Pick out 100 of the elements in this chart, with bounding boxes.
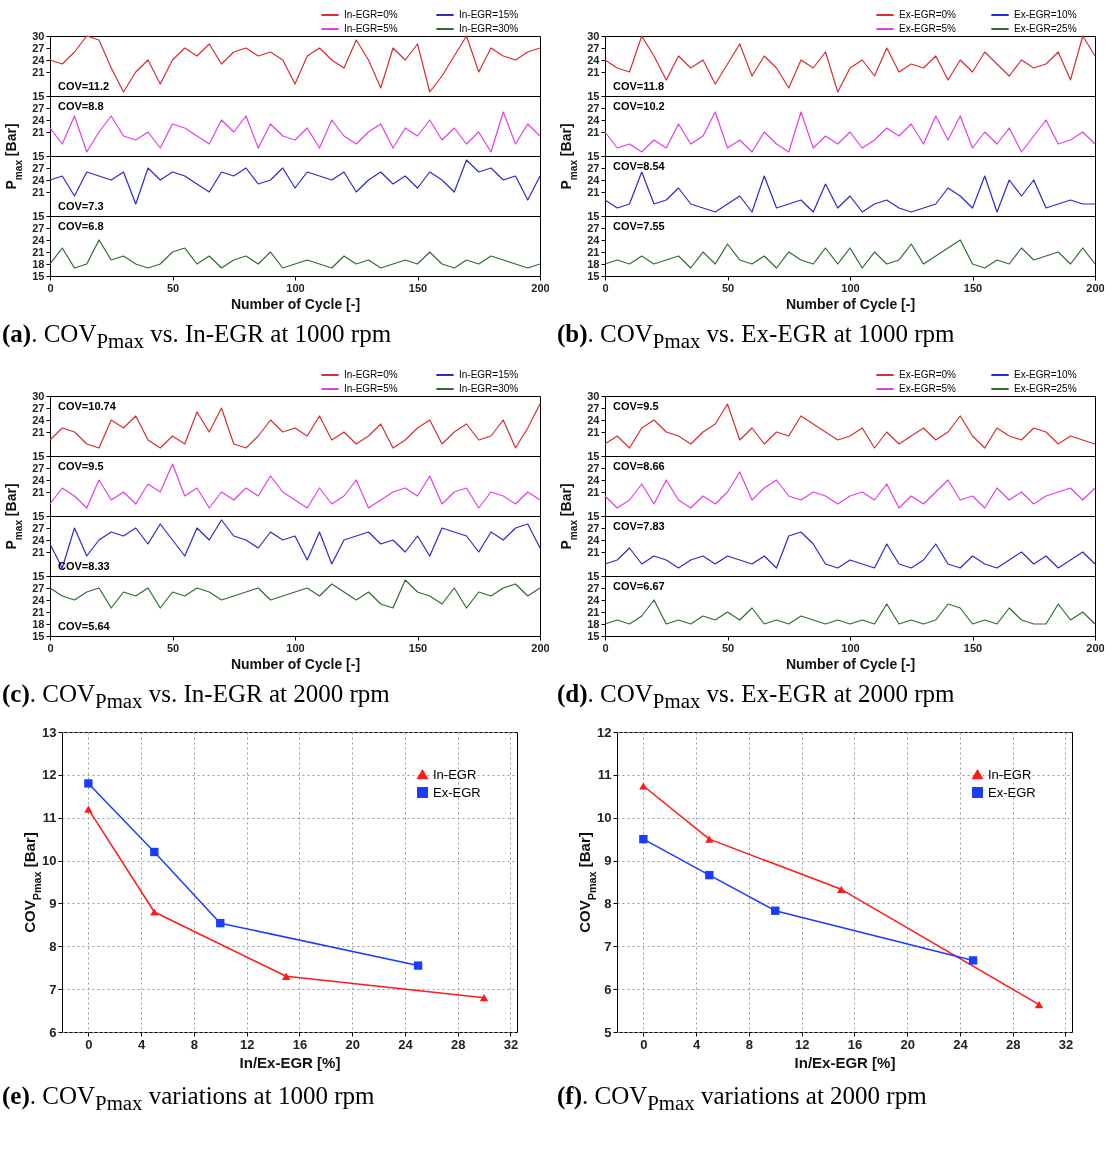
legend-label: Ex-EGR=0% bbox=[899, 9, 957, 20]
text: (a). COV$_{Pmax}$ vs. In-EGR at 1000 rpm bbox=[2, 320, 393, 354]
legend-label: In-EGR=15% bbox=[459, 369, 519, 380]
annotation: COV=8.66 bbox=[613, 460, 665, 472]
x-axis-title: Number of Cycle [-] bbox=[230, 655, 361, 672]
point bbox=[84, 779, 93, 788]
x-tick-label: 200 bbox=[531, 641, 550, 654]
y-tick-label: 9 bbox=[604, 853, 612, 869]
y-tick-label: 24 bbox=[32, 593, 46, 606]
y-tick-label: 15 bbox=[32, 449, 45, 462]
x-tick-label: 50 bbox=[166, 281, 180, 294]
point bbox=[771, 906, 780, 915]
x-axis-title: Number of Cycle [-] bbox=[785, 655, 916, 672]
y-tick-label: 27 bbox=[587, 521, 600, 534]
line-series bbox=[49, 403, 541, 449]
y-tick-label: 30 bbox=[587, 389, 600, 402]
y-tick-label: 27 bbox=[587, 401, 600, 414]
legend-label: Ex-EGR bbox=[988, 784, 1036, 800]
point bbox=[837, 885, 846, 893]
y-tick-label: 8 bbox=[49, 938, 57, 954]
y-tick-label: 21 bbox=[587, 245, 600, 258]
y-tick-label: 15 bbox=[587, 629, 600, 642]
y-tick-label: 30 bbox=[32, 389, 45, 402]
y-tick-label: 15 bbox=[587, 449, 600, 462]
y-tick-label: 21 bbox=[587, 185, 600, 198]
legend-label: In-EGR=30% bbox=[459, 383, 519, 394]
x-tick-label: 50 bbox=[721, 641, 735, 654]
x-tick-label: 0 bbox=[640, 1036, 648, 1052]
point bbox=[282, 972, 291, 980]
x-tick-label: 8 bbox=[745, 1036, 753, 1052]
legend-label: In-EGR=0% bbox=[344, 9, 398, 20]
y-tick-label: 24 bbox=[32, 53, 46, 66]
x-tick-label: 150 bbox=[963, 641, 983, 654]
y-tick-label: 27 bbox=[587, 41, 600, 54]
y-tick-label: 21 bbox=[587, 65, 600, 78]
point bbox=[216, 918, 225, 928]
line-series bbox=[49, 35, 541, 93]
y-tick-label: 24 bbox=[587, 173, 601, 186]
line-series bbox=[49, 111, 541, 153]
y-tick-label: 21 bbox=[587, 605, 600, 618]
legend-label: Ex-EGR=10% bbox=[1014, 9, 1077, 20]
x-axis-title: In/Ex-EGR [%] bbox=[239, 1053, 341, 1071]
point bbox=[968, 956, 978, 965]
legend-label: Ex-EGR=10% bbox=[1014, 369, 1077, 380]
y-tick-label: 15 bbox=[587, 149, 600, 162]
x-tick-label: 12 bbox=[794, 1036, 810, 1052]
x-tick-label: 16 bbox=[847, 1036, 863, 1052]
y-tick-label: 21 bbox=[32, 605, 45, 618]
line-series bbox=[604, 111, 1096, 153]
y-tick-label: 15 bbox=[32, 269, 45, 282]
y-tick-label: 27 bbox=[32, 41, 45, 54]
x-tick-label: 150 bbox=[963, 281, 983, 294]
annotation: COV=6.67 bbox=[613, 580, 665, 592]
x-tick-label: 0 bbox=[47, 281, 54, 294]
text: (f). COV$_{Pmax}$ variations at 2000 rpm bbox=[557, 1082, 928, 1116]
x-tick-label: 20 bbox=[345, 1036, 360, 1052]
y-tick-label: 10 bbox=[597, 810, 612, 826]
line-series bbox=[604, 171, 1096, 213]
y-tick-label: 15 bbox=[32, 509, 45, 522]
y-tick-label: 15 bbox=[587, 269, 600, 282]
y-tick-label: 9 bbox=[49, 895, 57, 911]
x-axis-title: In/Ex-EGR [%] bbox=[794, 1053, 896, 1071]
x-tick-label: 4 bbox=[693, 1036, 702, 1052]
x-axis-title: Number of Cycle [-] bbox=[230, 295, 361, 312]
y-tick-label: 27 bbox=[587, 461, 600, 474]
x-tick-label: 150 bbox=[408, 281, 428, 294]
annotation: COV=8.8 bbox=[58, 100, 104, 112]
y-tick-label: 21 bbox=[32, 185, 45, 198]
y-tick-label: 12 bbox=[597, 724, 612, 740]
y-tick-label: 21 bbox=[32, 485, 45, 498]
x-tick-label: 0 bbox=[602, 281, 609, 294]
y-tick-label: 18 bbox=[587, 617, 600, 630]
x-tick-label: 4 bbox=[138, 1036, 147, 1052]
y-tick-label: 24 bbox=[587, 473, 601, 486]
point bbox=[705, 835, 714, 843]
y-tick-label: 27 bbox=[32, 161, 45, 174]
text: (b). COV$_{Pmax}$ vs. Ex-EGR at 1000 rpm bbox=[557, 320, 956, 354]
y-tick-label: 12 bbox=[42, 767, 57, 783]
x-tick-label: 0 bbox=[47, 641, 54, 654]
x-tick-label: 200 bbox=[1086, 641, 1105, 654]
y-tick-label: 24 bbox=[32, 233, 46, 246]
annotation: COV=7.3 bbox=[58, 200, 104, 212]
y-tick-label: 21 bbox=[32, 65, 45, 78]
y-tick-label: 15 bbox=[32, 149, 45, 162]
legend-label: In-EGR=5% bbox=[344, 23, 398, 34]
y-tick-label: 27 bbox=[587, 221, 600, 234]
y-tick-label: 5 bbox=[604, 1024, 612, 1040]
legend-label: In-EGR=0% bbox=[344, 369, 398, 380]
annotation: COV=8.54 bbox=[613, 160, 666, 172]
y-tick-label: 24 bbox=[587, 233, 601, 246]
legend-label: Ex-EGR bbox=[433, 784, 481, 800]
y-tick-label: 21 bbox=[587, 545, 600, 558]
y-tick-label: 6 bbox=[49, 1024, 57, 1040]
x-tick-label: 0 bbox=[85, 1036, 93, 1052]
y-tick-label: 15 bbox=[32, 569, 45, 582]
text: (c). COV$_{Pmax}$ vs. In-EGR at 2000 rpm bbox=[2, 680, 391, 714]
annotation: COV=5.64 bbox=[58, 620, 111, 632]
y-tick-label: 13 bbox=[42, 724, 57, 740]
x-tick-label: 50 bbox=[721, 281, 735, 294]
y-tick-label: 15 bbox=[587, 89, 600, 102]
